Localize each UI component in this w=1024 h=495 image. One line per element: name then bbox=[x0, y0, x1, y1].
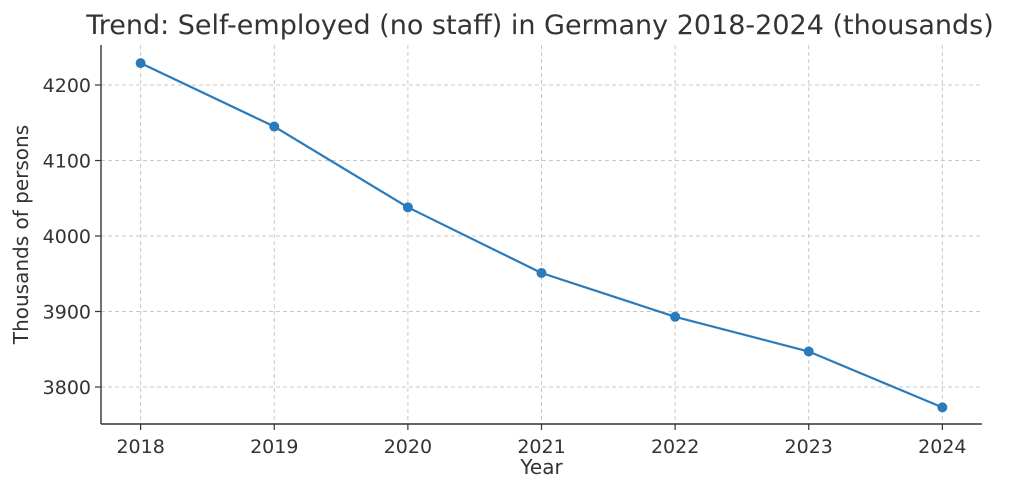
y-tick-label: 3900 bbox=[43, 302, 91, 324]
x-tick-label: 2021 bbox=[517, 436, 565, 458]
y-tick-label: 4100 bbox=[43, 151, 91, 173]
x-tick-label: 2020 bbox=[384, 436, 432, 458]
y-tick-label: 4000 bbox=[43, 226, 91, 248]
data-point-marker bbox=[670, 311, 681, 322]
series bbox=[135, 58, 948, 413]
y-tick-label: 3800 bbox=[43, 377, 91, 399]
y-axis-label: Thousands of persons bbox=[9, 125, 33, 345]
x-tick-label: 2018 bbox=[116, 436, 164, 458]
data-point-marker bbox=[135, 58, 146, 69]
x-tick-label: 2019 bbox=[250, 436, 298, 458]
y-tick-label: 4200 bbox=[43, 75, 91, 97]
x-tick-label: 2022 bbox=[651, 436, 699, 458]
chart-title: Trend: Self-employed (no staff) in Germa… bbox=[85, 10, 994, 41]
data-point-marker bbox=[402, 202, 413, 213]
grid bbox=[101, 45, 982, 424]
data-point-marker bbox=[803, 346, 814, 357]
x-tick-label: 2023 bbox=[785, 436, 833, 458]
x-tick-label: 2024 bbox=[918, 436, 966, 458]
data-point-marker bbox=[269, 121, 280, 132]
ticks: 3800 3900 4000 4100 4200 2018 2019 2020 2021 2022… bbox=[43, 75, 967, 458]
x-axis-label: Year bbox=[519, 455, 563, 479]
data-point-marker bbox=[536, 268, 547, 279]
data-point-marker bbox=[937, 402, 948, 413]
